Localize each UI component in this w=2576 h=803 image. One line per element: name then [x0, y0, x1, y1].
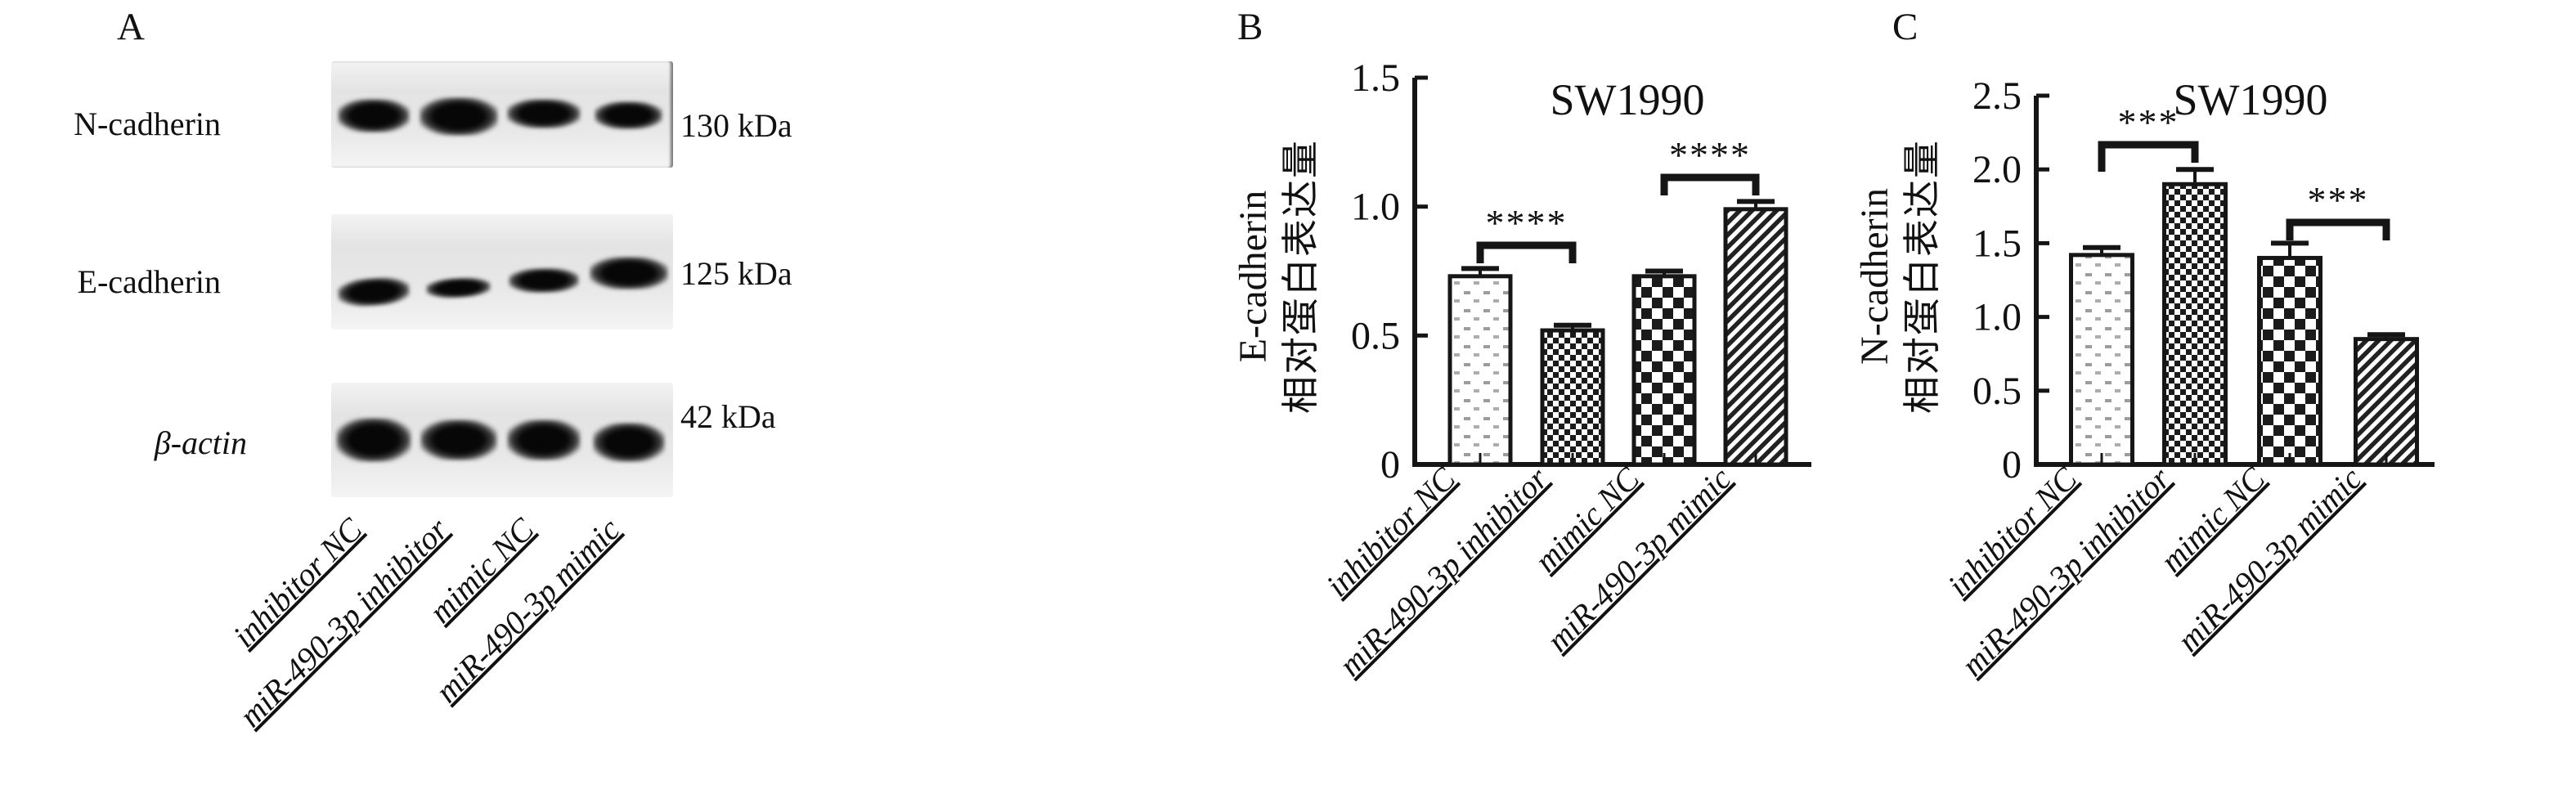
panel-a-label: A — [117, 6, 145, 48]
blot-band-lane-3 — [507, 98, 581, 128]
kda-label-42: 42 kDa — [680, 398, 776, 435]
bar-miR-490-3p inhibitor — [2162, 182, 2228, 467]
blot-band-lane-4 — [594, 101, 663, 130]
significance-bracket — [1476, 241, 1577, 263]
blot-band-lane-4 — [589, 257, 668, 289]
blot-band-lane-1 — [337, 98, 410, 133]
panel-c-label: C — [1892, 6, 1919, 48]
significance-stars: **** — [1669, 134, 1751, 176]
bar-inhibitor NC — [2069, 253, 2134, 467]
blot-row-label-n-cadherin: N-cadherin — [74, 105, 221, 142]
y-tick-label: 2.0 — [1972, 148, 2022, 191]
significance-bracket — [1660, 173, 1760, 195]
blot-row-label-beta-actin: β-actin — [154, 424, 247, 461]
blot-strip-n-cadherin — [331, 61, 673, 168]
blot-band-lane-1 — [336, 275, 411, 308]
y-axis-label-chinese: 相对蛋白表达量 — [1901, 139, 1943, 414]
blot-band-lane-2 — [425, 276, 492, 300]
blot-strip-beta-actin — [331, 383, 673, 497]
blot-band-lane-3 — [507, 419, 581, 461]
kda-label-125: 125 kDa — [680, 255, 792, 292]
bar-mimic NC — [2257, 255, 2322, 467]
y-tick-label: 1.0 — [1972, 296, 2022, 339]
chart-title: SW1990 — [2174, 75, 2328, 124]
significance-bracket — [2098, 141, 2199, 172]
y-axis-label-protein: E-cadherin — [1232, 191, 1275, 363]
y-tick-label: 0 — [1380, 443, 1400, 487]
significance-stars: *** — [2308, 179, 2369, 221]
y-tick-label: 1.5 — [1972, 222, 2022, 265]
y-tick-label: 1.0 — [1351, 186, 1400, 229]
significance-stars: **** — [1486, 202, 1568, 244]
y-axis-label-protein: N-cadherin — [1853, 188, 1896, 365]
bar-inhibitor NC — [1447, 274, 1513, 467]
panel-b-label: B — [1237, 6, 1263, 48]
significance-stars: *** — [2118, 101, 2179, 143]
y-tick-label: 0.5 — [1972, 370, 2022, 413]
blot-band-lane-4 — [592, 423, 665, 462]
bar-miR-490-3p inhibitor — [1540, 328, 1605, 467]
bar-miR-490-3p mimic — [2354, 337, 2419, 467]
blot-band-lane-3 — [508, 267, 580, 293]
chart-title: SW1990 — [1551, 75, 1705, 124]
bar-mimic NC — [1631, 274, 1697, 467]
y-tick-label: 0 — [2002, 443, 2022, 487]
y-tick-label: 2.5 — [1972, 74, 2022, 118]
category-label: miR-490-3p mimic — [2170, 460, 2368, 658]
bar-miR-490-3p mimic — [1723, 207, 1788, 467]
y-tick-label: 1.5 — [1351, 56, 1400, 100]
blot-band-lane-1 — [335, 418, 411, 462]
blot-band-lane-2 — [419, 97, 498, 136]
blot-strip-e-cadherin — [331, 214, 673, 330]
blot-row-label-e-cadherin: E-cadherin — [77, 263, 221, 300]
significance-bracket — [2286, 218, 2390, 240]
blot-band-lane-2 — [420, 419, 497, 461]
y-tick-label: 0.5 — [1351, 314, 1400, 357]
kda-label-130: 130 kDa — [680, 107, 792, 144]
y-axis-label-chinese: 相对蛋白表达量 — [1280, 139, 1322, 414]
